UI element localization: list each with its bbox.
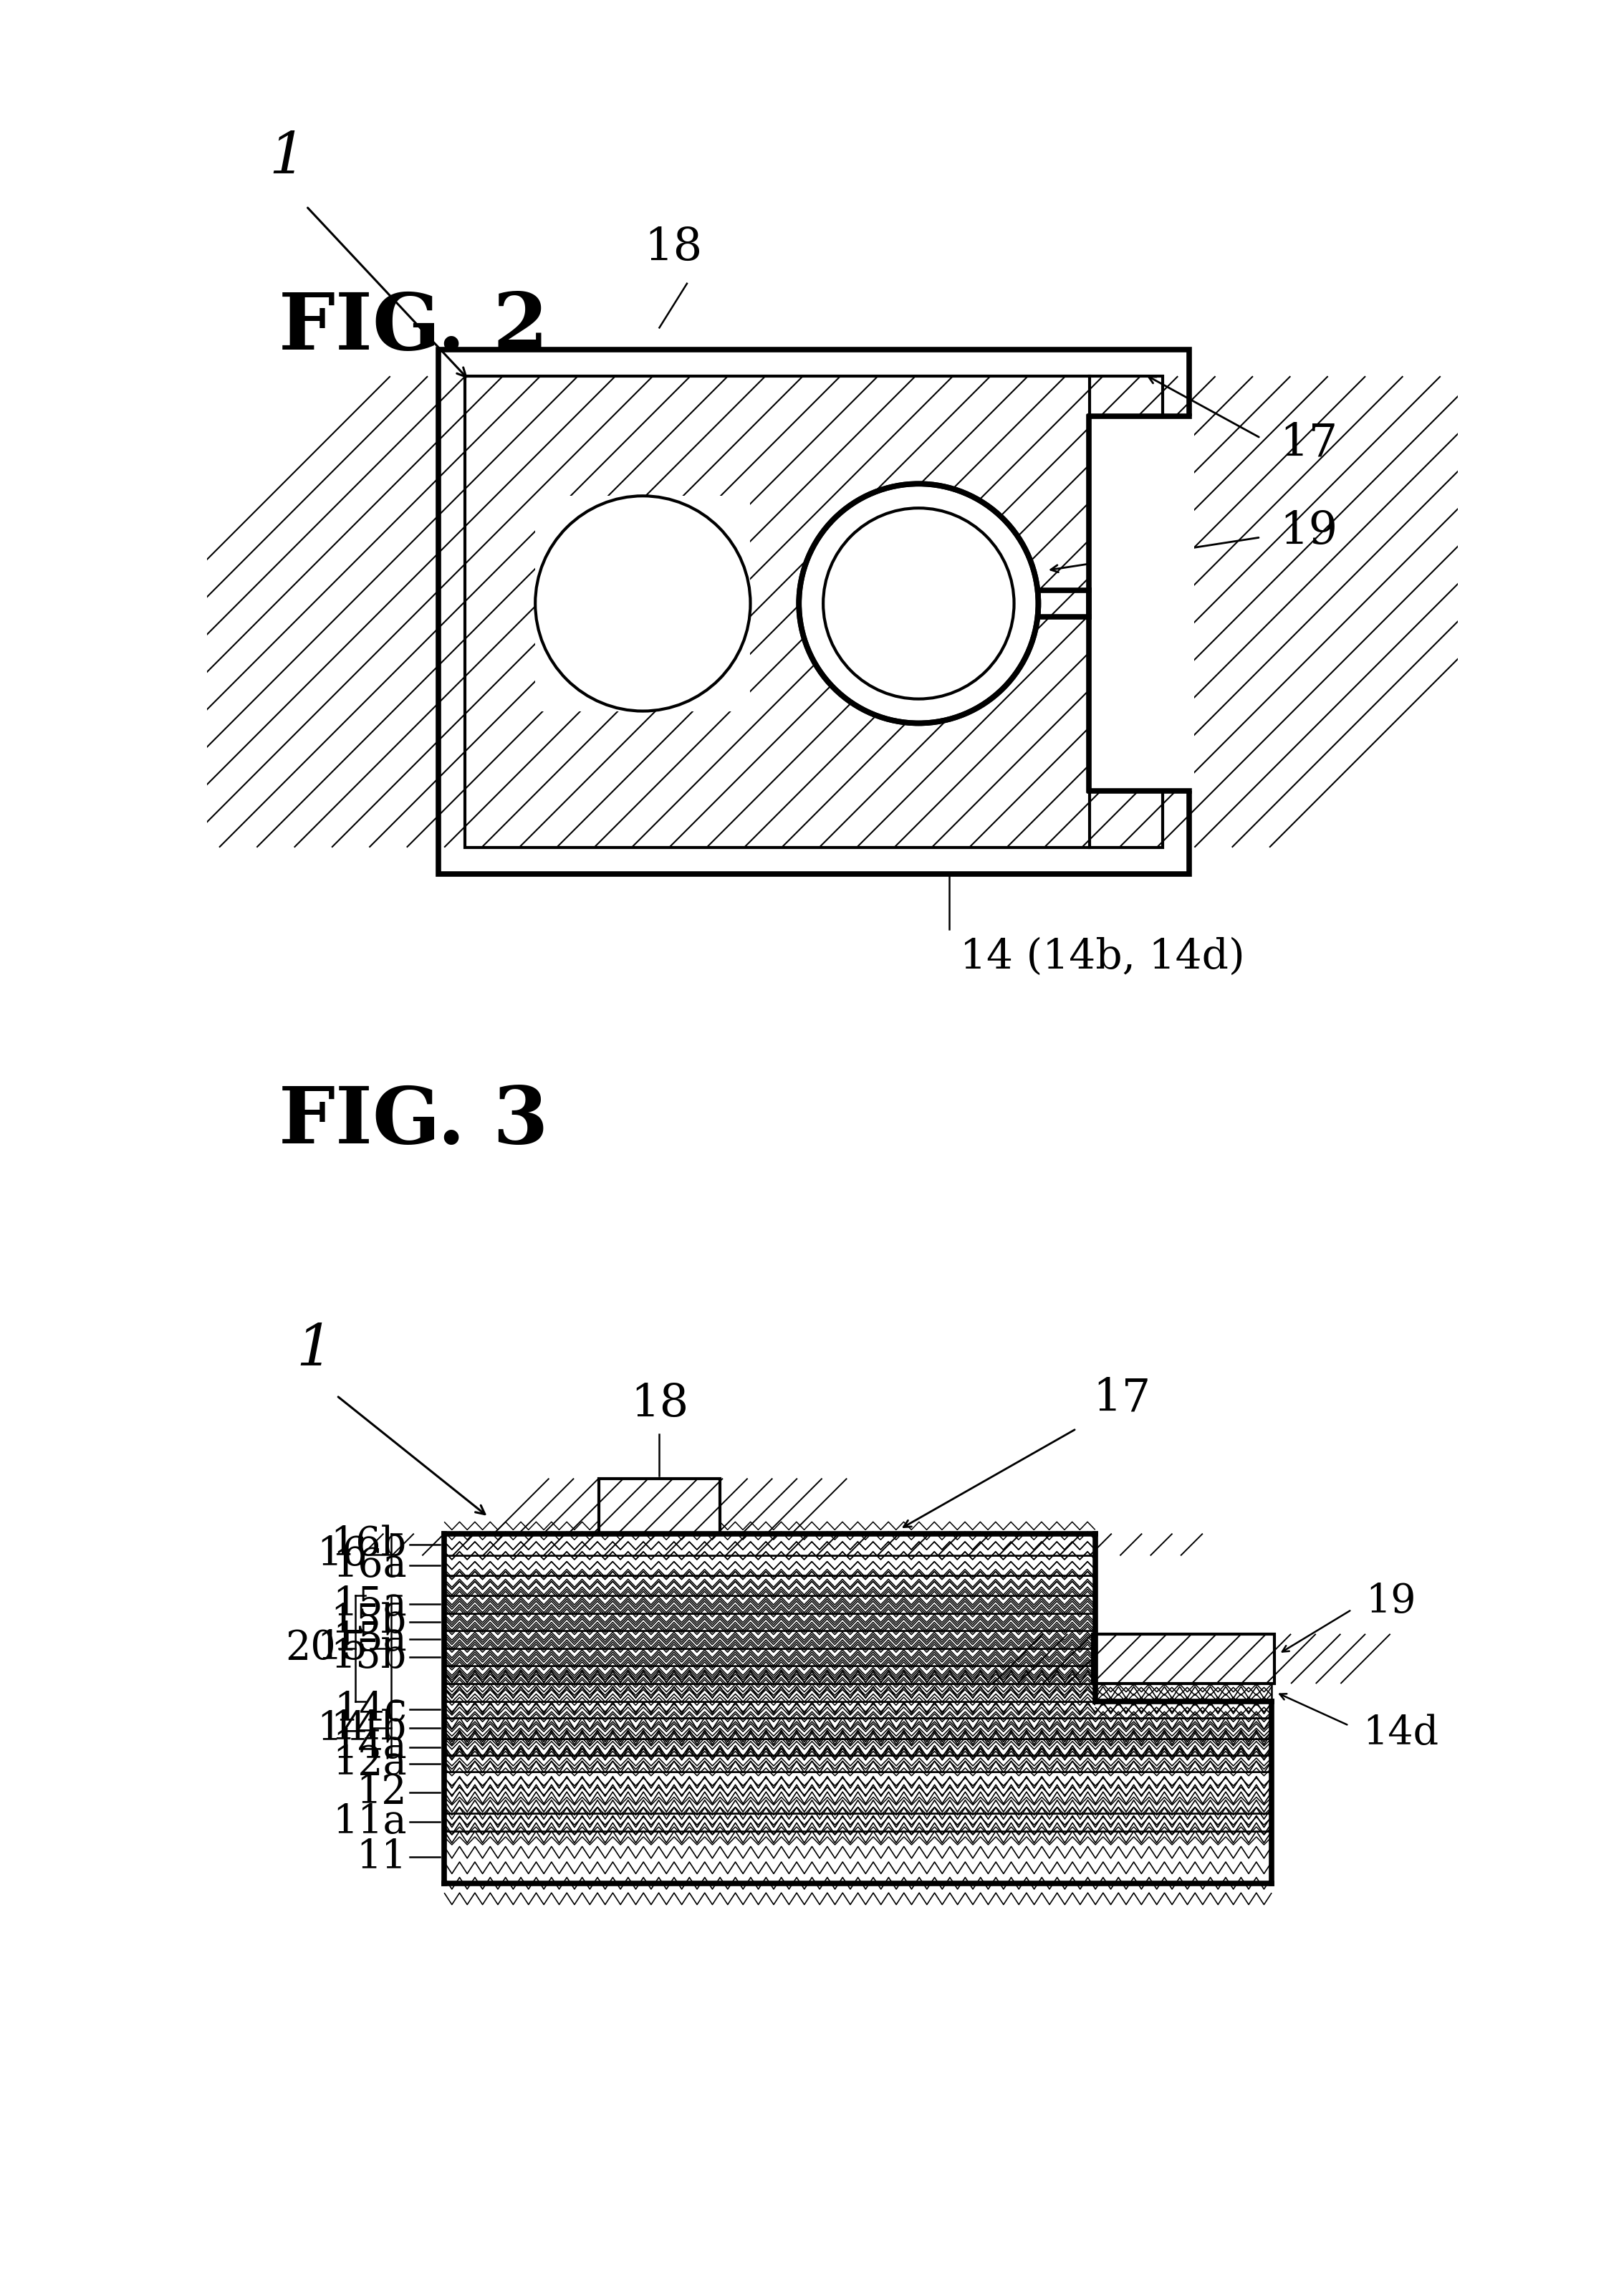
Bar [445,1612,1095,1631]
Bar [445,1771,1272,1812]
Bar [445,1830,1272,1883]
Bar [1095,1683,1272,1701]
Text: 15b: 15b [331,1603,406,1642]
Bar [1093,1633,1275,1683]
Bar [445,1594,1095,1612]
Bar [1090,416,1194,790]
Text: 19: 19 [1366,1583,1416,1621]
Circle shape [823,509,1013,699]
Bar [445,1683,1095,1701]
Text: 15b: 15b [331,1637,406,1676]
Bar [445,1717,1272,1740]
Text: 16: 16 [317,1535,367,1574]
Text: 15a: 15a [333,1585,406,1624]
Text: FIG. 2: FIG. 2 [279,288,549,366]
Text: 16a: 16a [333,1547,406,1585]
Text: 12a: 12a [333,1744,406,1783]
Circle shape [797,481,1041,724]
Text: 1: 1 [296,1322,333,1376]
Bar [445,1755,1272,1771]
Bar [445,1631,1095,1649]
Text: 14d: 14d [1363,1715,1439,1753]
Text: 1: 1 [268,129,305,184]
Circle shape [536,495,750,711]
Bar [445,1576,1095,1594]
Text: 17: 17 [1280,422,1338,466]
Bar [464,377,1163,847]
Text: 18: 18 [645,227,702,270]
Text: 20: 20 [286,1628,336,1667]
Bar [445,1830,1272,1883]
Bar [445,1631,1095,1649]
Text: 11a: 11a [333,1803,406,1842]
Circle shape [536,495,750,711]
Bar [1093,1633,1275,1683]
Bar [445,1683,1095,1701]
Text: 15a: 15a [333,1619,406,1660]
Bar [599,1478,719,1533]
Text: 19: 19 [1280,511,1338,554]
Text: 14b: 14b [331,1708,406,1749]
Bar [464,377,1163,847]
Bar [1095,1683,1272,1701]
Text: 14c: 14c [335,1690,406,1728]
Bar [536,495,750,711]
Bar [445,1556,1095,1576]
Bar [445,1740,1272,1755]
Bar [445,1740,1272,1755]
Bar [445,1556,1095,1576]
Text: 17: 17 [1093,1376,1151,1419]
Bar [445,1755,1272,1771]
Bar [445,1649,1095,1667]
Bar [445,1533,1095,1556]
Bar [445,1771,1272,1812]
Text: 14a: 14a [333,1728,406,1767]
Text: FIG. 3: FIG. 3 [279,1083,549,1160]
Circle shape [823,509,1013,699]
Text: 12: 12 [356,1774,406,1812]
Bar [438,350,1189,874]
Bar [445,1649,1095,1667]
Text: 14: 14 [317,1708,367,1749]
Bar [599,1478,719,1533]
Bar [445,1533,1095,1556]
Bar [445,1594,1095,1612]
Text: 15: 15 [317,1628,367,1667]
Text: 11: 11 [356,1837,406,1876]
Text: 14 (14b, 14d): 14 (14b, 14d) [960,938,1246,977]
Bar [445,1612,1095,1631]
Bar [445,1667,1095,1683]
Bar [445,1701,1272,1717]
Bar [445,1667,1095,1683]
Bar [445,1812,1272,1830]
Bar [445,1717,1272,1740]
Bar [445,1576,1095,1594]
Bar [445,1701,1272,1717]
Text: 16b: 16b [331,1526,406,1565]
Text: 18: 18 [630,1383,689,1426]
Bar [445,1812,1272,1830]
